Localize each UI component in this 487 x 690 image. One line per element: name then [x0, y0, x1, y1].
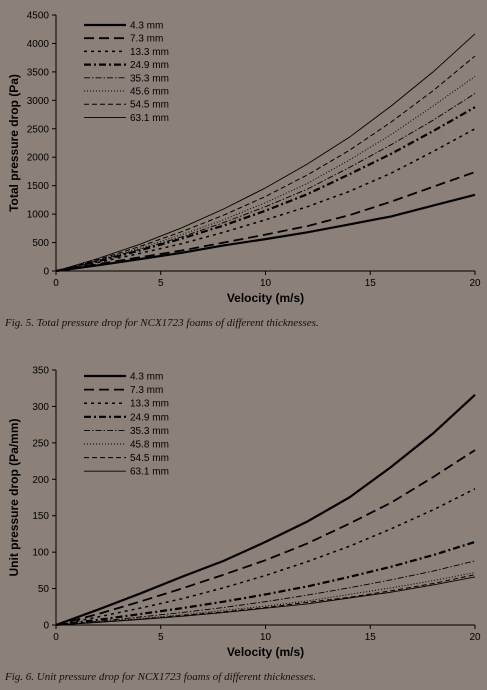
- figure-caption: Fig. 5. Total pressure drop for NCX1723 …: [5, 317, 319, 329]
- y-tick-label: 200: [32, 475, 49, 486]
- y-axis-label: Total pressure drop (Pa): [7, 74, 21, 212]
- series-line-3: [55, 106, 476, 273]
- y-tick-label: 1500: [27, 181, 50, 192]
- series-line-6: [55, 55, 476, 272]
- x-tick-label: 5: [158, 278, 164, 289]
- x-tick-label: 15: [365, 632, 377, 643]
- x-tick-label: 0: [53, 278, 59, 289]
- series-line-4: [55, 560, 476, 626]
- legend-label: 63.1 mm: [130, 113, 169, 124]
- y-tick-label: 50: [38, 584, 50, 595]
- series-line-2: [55, 488, 476, 626]
- x-axis-label: Velocity (m/s): [227, 291, 304, 305]
- series-line-7: [55, 33, 476, 272]
- y-tick-label: 100: [32, 548, 49, 559]
- legend-label: 13.3 mm: [130, 47, 169, 58]
- figure-caption: Fig. 6. Unit pressure drop for NCX1723 f…: [5, 671, 316, 683]
- legend-label: 45.6 mm: [130, 87, 169, 98]
- y-tick-label: 4000: [27, 39, 50, 50]
- y-tick-label: 500: [32, 238, 49, 249]
- legend-label: 13.3 mm: [130, 399, 169, 410]
- legend-label: 7.3 mm: [130, 385, 163, 396]
- series-line-1: [55, 171, 476, 272]
- series-line-5: [55, 572, 476, 626]
- y-tick-label: 1000: [27, 210, 50, 221]
- y-tick-label: 300: [32, 402, 49, 413]
- x-tick-label: 10: [260, 278, 272, 289]
- x-tick-label: 5: [158, 632, 164, 643]
- y-tick-label: 350: [32, 366, 49, 377]
- y-tick-label: 0: [43, 621, 49, 632]
- y-tick-label: 0: [43, 267, 49, 278]
- series-line-4: [55, 93, 476, 272]
- legend-label: 35.3 mm: [130, 73, 169, 84]
- series-line-5: [55, 75, 476, 272]
- series-line-6: [55, 574, 476, 626]
- total-pressure-drop-chart: 0 500 1000 1500 2000 2500 3000 3500 4000 4500 0 5 10…: [7, 11, 481, 306]
- legend-label: 7.3 mm: [130, 34, 163, 45]
- x-tick-label: 20: [469, 632, 481, 643]
- y-tick-label: 3000: [27, 96, 50, 107]
- legend-label: 35.3 mm: [130, 426, 169, 437]
- y-tick-label: 2500: [27, 124, 50, 135]
- series-line-7: [55, 576, 476, 626]
- series-line-1: [55, 449, 476, 626]
- legend-label: 63.1 mm: [130, 467, 169, 478]
- x-tick-label: 15: [365, 278, 377, 289]
- legend-label: 4.3 mm: [130, 372, 163, 383]
- legend-label: 45.8 mm: [130, 440, 169, 451]
- legend-label: 54.5 mm: [130, 453, 169, 464]
- series-line-0: [55, 393, 476, 627]
- y-tick-label: 250: [32, 438, 49, 449]
- x-tick-label: 10: [260, 632, 272, 643]
- figure-5: 0 500 1000 1500 2000 2500 3000 3500 4000 4500 0 5 10…: [0, 0, 487, 335]
- series-line-0: [55, 193, 476, 273]
- y-tick-label: 2000: [27, 153, 50, 164]
- y-tick-label: 4500: [27, 11, 50, 22]
- series-line-3: [55, 540, 476, 627]
- legend-label: 24.9 mm: [130, 60, 169, 71]
- legend-label: 54.5 mm: [130, 100, 169, 111]
- unit-pressure-drop-chart: 0 50 100 150 200 250 300 350 0 5 10 15 20 Velocity (m…: [7, 366, 481, 660]
- y-axis-label: Unit pressure drop (Pa/mm): [7, 418, 21, 576]
- x-axis-label: Velocity (m/s): [227, 645, 304, 659]
- legend-label: 4.3 mm: [130, 21, 163, 32]
- legend-label: 24.9 mm: [130, 412, 169, 423]
- y-tick-label: 150: [32, 511, 49, 522]
- x-tick-label: 0: [53, 632, 59, 643]
- series-line-2: [55, 128, 476, 272]
- figure-6: 0 50 100 150 200 250 300 350 0 5 10 15 20 Velocity (m…: [0, 360, 487, 690]
- x-tick-label: 20: [469, 278, 481, 289]
- y-tick-label: 3500: [27, 67, 50, 78]
